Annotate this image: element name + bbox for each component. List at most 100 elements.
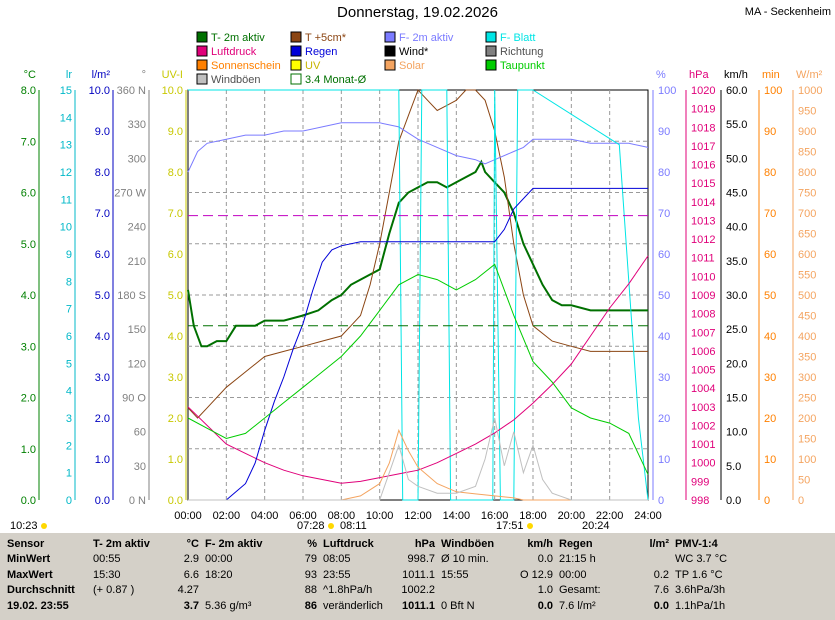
axis-tick-label: 1005 [691, 365, 715, 377]
sun-events: 10:23 07:28 08:11 17:51 20:24 [10, 520, 610, 532]
axis-tick-label: 45.0 [726, 188, 747, 200]
summary-header-temp-unit: °C [186, 537, 199, 550]
axis-tick-label: 50 [798, 475, 810, 487]
axis-unit-8: min [762, 69, 780, 81]
summary-cell: ^1.8hPa/h [323, 584, 373, 597]
summary-cell: 1.0 [537, 584, 553, 597]
legend-swatch-6 [384, 45, 396, 57]
axis-tick-label: 1.0 [21, 444, 36, 456]
event-sunrise2: 08:11 [340, 520, 367, 532]
summary-panel [0, 533, 835, 620]
axis-tick-label: 3.0 [95, 372, 110, 384]
x-tick-label: 16:00 [481, 510, 509, 522]
axis-tick-label: 3.0 [168, 372, 183, 384]
axis-tick-label: 35.0 [726, 256, 747, 268]
axis-tick-label: 1001 [691, 439, 715, 451]
axis-tick-label: 1007 [691, 327, 715, 339]
summary-cell: 0.2 [653, 568, 669, 581]
axis-tick-label: 1017 [691, 141, 715, 153]
axis-tick-label: 80 [658, 167, 670, 179]
axis-tick-label: 2.0 [95, 413, 110, 425]
axis-tick-label: 10.0 [162, 85, 183, 97]
axis-tick-label: 1014 [691, 197, 715, 209]
axis-tick-label: 1016 [691, 160, 715, 172]
axis-tick-label: 1002 [691, 420, 715, 432]
summary-row-label: 19.02. 23:55 [7, 599, 69, 612]
axis-tick-label: 1004 [691, 383, 715, 395]
axis-tick-label: 0 [66, 495, 72, 507]
axis-unit-3: ° [142, 69, 146, 81]
axis-tick-label: 7.0 [21, 136, 36, 148]
axis-tick-label: 900 [798, 126, 816, 138]
axis-tick-label: 100 [798, 454, 816, 466]
summary-cell: 86 [304, 599, 317, 612]
summary-cell: 1.1hPa/1h [675, 599, 726, 612]
axis-tick-label: 350 [798, 352, 816, 364]
axis-tick-label: 20 [658, 413, 670, 425]
axis-tick-label: 20.0 [726, 358, 747, 370]
axis-tick-label: 998 [691, 495, 709, 507]
x-tick-label: 12:00 [404, 510, 432, 522]
axis-tick-label: 100 [764, 85, 782, 97]
summary-row-label: MinWert [7, 553, 51, 566]
summary-cell: 0.0 [537, 599, 553, 612]
series-line-8 [188, 417, 648, 501]
axis-tick-label: 0.0 [726, 495, 741, 507]
x-axis: 00:00 02:00 04:00 06:00 08:00 10:00 12:00 14:00… [174, 510, 662, 522]
summary-cell [624, 552, 672, 568]
axis-tick-label: 1 [66, 468, 72, 480]
legend-label-13: 3.4 Monat-Ø [305, 74, 367, 86]
legend-swatch-12 [196, 73, 208, 85]
event-left-time: 10:23 [10, 520, 38, 532]
axis-tick-label: 650 [798, 229, 816, 241]
axis-tick-label: 3.0 [21, 341, 36, 353]
axis-tick-label: 400 [798, 331, 816, 343]
axis-tick-label: 5 [66, 358, 72, 370]
axis-tick-label: 0 N [129, 495, 146, 507]
axis-tick-label: 950 [798, 106, 816, 118]
series-line-7 [188, 428, 648, 501]
legend-label-1: T +5cm* [305, 32, 347, 44]
summary-cell: 00:55 [93, 553, 121, 566]
axis-tick-label: 550 [798, 270, 816, 282]
legend-swatch-13 [290, 73, 302, 85]
axis-tick-label: 2 [66, 440, 72, 452]
summary-cell: 7.6 l/m² [559, 599, 596, 612]
summary-header-gusts-unit: km/h [527, 537, 553, 550]
axis-tick-label: 1020 [691, 85, 715, 97]
axis-tick-label: 1003 [691, 402, 715, 414]
axis-tick-label: 300 [128, 153, 146, 165]
series-line-4 [187, 255, 649, 484]
legend-label-2: F- 2m aktiv [399, 32, 454, 44]
x-tick-label: 14:00 [443, 510, 471, 522]
axis-tick-label: 1.0 [168, 454, 183, 466]
axis-tick-label: 80 [764, 167, 776, 179]
summary-row-min: MinWert 00:55 2.9 00:00 79 08:05 998.7 Ø… [4, 552, 758, 568]
summary-cell: Ø 10 min. [441, 553, 489, 566]
axis-tick-label: 300 [798, 372, 816, 384]
chart-title: Donnerstag, 19.02.2026 [337, 4, 498, 21]
axis-tick-label: 40 [658, 331, 670, 343]
axis-tick-label: 1018 [691, 122, 715, 134]
summary-header-gusts: Windböen [441, 537, 495, 550]
legend-label-10: Solar [399, 60, 425, 72]
axis-tick-label: 6.0 [168, 249, 183, 261]
axis-tick-label: 50 [764, 290, 776, 302]
axis-tick-label: 40 [764, 331, 776, 343]
axis-tick-label: 25.0 [726, 324, 747, 336]
axis-tick-label: 1006 [691, 346, 715, 358]
axes: °C8.07.06.05.04.03.02.01.00.0lr151413121… [21, 69, 823, 507]
axis-tick-label: 12 [60, 167, 72, 179]
legend-label-7: Richtung [500, 46, 543, 58]
axis-tick-label: 4.0 [21, 290, 36, 302]
summary-cell [438, 583, 510, 599]
axis-tick-label: 50 [658, 290, 670, 302]
axis-tick-label: 360 N [117, 85, 146, 97]
summary-header-humidity-unit: % [307, 537, 317, 550]
axis-unit-4: UV-I [162, 69, 183, 81]
axis-tick-label: 1000 [798, 85, 822, 97]
axis-tick-label: 0 [798, 495, 804, 507]
summary-cell: 15:55 [441, 568, 469, 581]
sunset-icon [527, 523, 533, 529]
legend-label-12: Windböen [211, 74, 261, 86]
